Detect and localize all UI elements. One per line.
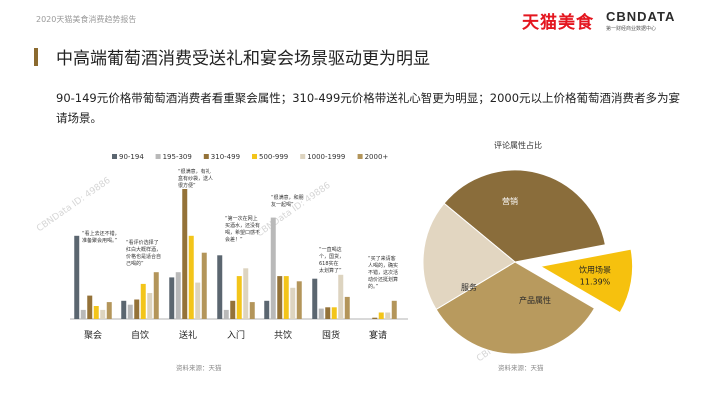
bar xyxy=(270,217,276,319)
pie-title: 评论属性占比 xyxy=(494,140,542,150)
legend-label: 195-309 xyxy=(163,153,192,161)
category-label: 入门 xyxy=(227,329,245,341)
bar xyxy=(87,295,93,319)
legend-swatch xyxy=(300,154,306,159)
pie-label: 产品属性 xyxy=(519,295,551,305)
bar xyxy=(312,278,318,319)
pie-label: 服务 xyxy=(461,282,477,292)
pie-slice xyxy=(539,248,634,314)
legend-swatch xyxy=(155,154,161,159)
bar xyxy=(169,277,175,319)
bar xyxy=(325,307,331,319)
bar xyxy=(331,307,337,319)
cbndata-logo: CBNDATA xyxy=(606,9,676,24)
legend-label: 2000+ xyxy=(365,153,389,161)
bar xyxy=(188,235,194,319)
pie-slice xyxy=(422,202,516,311)
bar xyxy=(344,296,350,319)
category-label: 送礼 xyxy=(179,329,197,341)
bar xyxy=(134,299,140,319)
annotation: “很满意，和朋友一起喝” xyxy=(271,194,304,208)
category-label: 自饮 xyxy=(131,329,149,341)
bar xyxy=(217,255,223,319)
bar xyxy=(121,300,127,319)
header-report-label: 2020天猫美食消费趋势报告 xyxy=(36,15,137,24)
bar-chart-source: 资料来源：天猫 xyxy=(176,364,222,372)
bar xyxy=(195,282,201,319)
legend-swatch xyxy=(203,154,209,159)
bar xyxy=(378,312,384,319)
bar xyxy=(153,272,159,319)
page-title: 中高端葡萄酒消费受送礼和宴会场景驱动更为明显 xyxy=(56,49,430,69)
bar xyxy=(290,287,296,319)
cbndata-subtitle: 第一财经商业数据中心 xyxy=(606,26,657,32)
title-accent-bar xyxy=(34,48,38,66)
category-label: 聚会 xyxy=(84,329,102,341)
bar xyxy=(80,309,86,319)
bar xyxy=(223,309,229,319)
bar xyxy=(372,317,378,319)
legend-swatch xyxy=(252,154,257,159)
bar xyxy=(264,300,270,319)
pie-label: 饮用场景 xyxy=(579,265,611,275)
bar xyxy=(140,283,146,319)
legend-swatch xyxy=(357,154,363,159)
bar xyxy=(230,300,236,319)
bar xyxy=(127,304,133,319)
bar xyxy=(283,276,289,319)
annotation: “很满意，有礼盒有纱袋，送人很方便” xyxy=(178,168,213,189)
bar xyxy=(249,302,255,319)
bar xyxy=(175,272,181,319)
annotation: “第一次在网上买酒水，还没有喝，希望口感不会差！” xyxy=(225,215,260,243)
category-label: 共饮 xyxy=(274,329,292,341)
bar xyxy=(106,302,112,319)
annotation: “看评价选择了红白大概样酒，价格也是适合自己喝的” xyxy=(126,239,161,267)
bar xyxy=(277,276,283,319)
bar xyxy=(93,306,99,319)
pie-value-label: 11.39% xyxy=(580,278,611,287)
annotation: “买了来请客人喝的，确实不错，这次活动价还挺划算的。” xyxy=(368,255,398,290)
legend-swatch xyxy=(112,154,117,159)
pie-slice xyxy=(435,261,596,355)
bar xyxy=(296,281,302,319)
annotation: “一直喝这个，国货， 618实在太划算了” xyxy=(319,246,344,274)
bar xyxy=(201,252,207,319)
bar xyxy=(236,276,242,319)
page-description: 90-149元价格带葡萄酒消费者看重聚会属性；310-499元价格带送礼心智更为… xyxy=(56,91,681,125)
category-label: 囤货 xyxy=(322,329,340,341)
bar xyxy=(100,309,106,319)
pie-chart-source: 资料来源：天猫 xyxy=(498,364,544,372)
legend-label: 1000-1999 xyxy=(307,153,345,161)
legend-label: 310-499 xyxy=(211,153,240,161)
bar xyxy=(385,312,391,319)
tmall-logo: 天猫美食 xyxy=(522,13,594,33)
bar xyxy=(318,308,324,319)
bar xyxy=(391,300,397,319)
bar xyxy=(74,235,80,319)
pie-label: 营销 xyxy=(502,196,518,206)
annotation: “看上去还不错，准备聚会用喝。” xyxy=(82,230,120,244)
bar xyxy=(147,293,153,319)
bar xyxy=(338,274,344,319)
legend-label: 500-999 xyxy=(259,153,288,161)
legend-label: 90-194 xyxy=(119,153,144,161)
bar xyxy=(243,268,249,319)
pie-slice xyxy=(443,169,606,263)
bar xyxy=(182,189,188,319)
category-label: 宴请 xyxy=(369,329,387,341)
